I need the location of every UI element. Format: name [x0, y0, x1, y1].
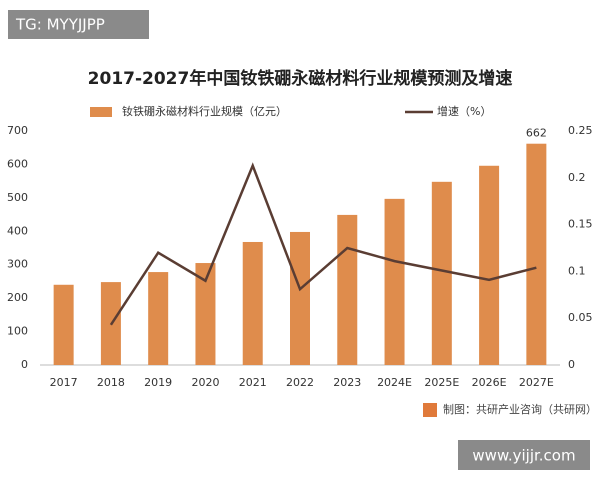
y2-tick-label: 0	[568, 358, 575, 371]
bar	[337, 214, 358, 365]
x-tick-label: 2020	[191, 376, 219, 389]
y-tick-label: 400	[7, 224, 28, 237]
y-tick-label: 100	[7, 325, 28, 338]
bar	[148, 272, 169, 365]
y2-tick-label: 0.2	[568, 171, 586, 184]
bar	[384, 198, 405, 365]
tag-text: TG: MYYJJPP	[15, 16, 105, 34]
y-tick-label: 500	[7, 191, 28, 204]
source-icon	[423, 403, 437, 417]
bar	[526, 143, 547, 365]
x-tick-label: 2018	[97, 376, 125, 389]
legend-swatch	[90, 107, 112, 117]
x-tick-label: 2023	[333, 376, 361, 389]
x-tick-label: 2026E	[472, 376, 507, 389]
bar	[479, 165, 500, 365]
legend-label: 钕铁硼永磁材料行业规模（亿元）	[122, 104, 287, 118]
x-tick-label: 2027E	[519, 376, 554, 389]
x-tick-label: 2021	[239, 376, 267, 389]
bar	[431, 181, 452, 365]
source: 制图：共研产业咨询（共研网）	[443, 402, 597, 416]
x-tick-label: 2017	[50, 376, 78, 389]
y-tick-label: 300	[7, 258, 28, 271]
y-tick-label: 700	[7, 124, 28, 137]
x-tick-label: 2024E	[377, 376, 412, 389]
website-box	[458, 440, 590, 470]
bar	[195, 263, 216, 365]
y2-tick-label: 0.05	[568, 311, 593, 324]
x-tick-label: 2022	[286, 376, 314, 389]
value-label: 662	[526, 127, 547, 140]
y-tick-label: 600	[7, 157, 28, 170]
x-tick-label: 2025E	[424, 376, 459, 389]
x-tick-label: 2019	[144, 376, 172, 389]
y-tick-label: 200	[7, 291, 28, 304]
y2-tick-label: 0.1	[568, 264, 586, 277]
website-text: www.yijjr.com	[472, 447, 575, 465]
bar	[242, 241, 263, 365]
y2-tick-label: 0.25	[568, 124, 593, 137]
y2-tick-label: 0.15	[568, 218, 593, 231]
tag-box	[8, 10, 149, 39]
bar	[290, 231, 310, 365]
legend-label: 增速（%）	[437, 104, 491, 118]
bar	[53, 284, 74, 365]
chart-title: 2017-2027年中国钕铁硼永磁材料行业规模预测及增速	[88, 68, 513, 89]
line	[109, 162, 537, 326]
y-tick-label: 0	[21, 358, 28, 371]
